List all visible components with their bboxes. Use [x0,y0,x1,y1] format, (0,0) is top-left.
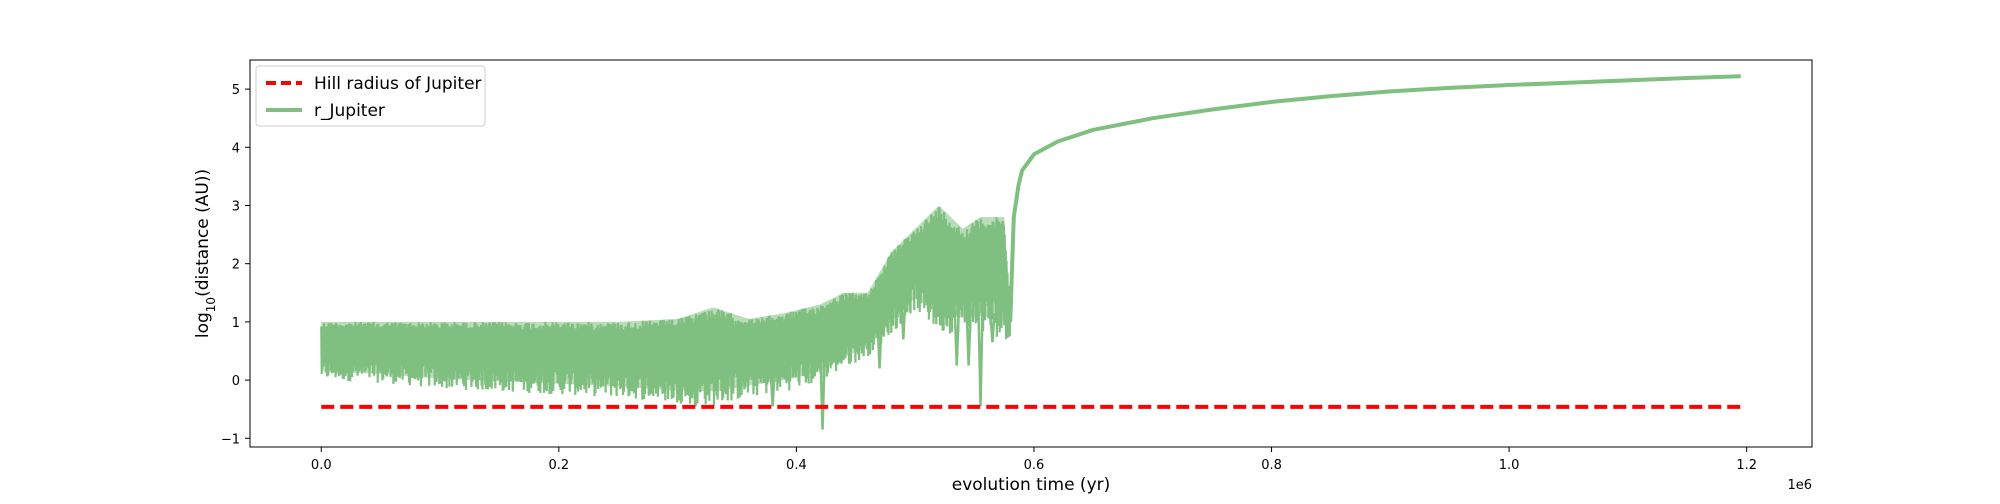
x-tick-label: 0.2 [548,458,569,473]
x-tick-label: 0.8 [1261,458,1282,473]
y-tick-label: 2 [232,258,240,273]
r-jupiter-dip [819,358,826,430]
r-jupiter-dip [977,310,984,407]
r-jupiter-dip [989,313,996,343]
r-jupiter-dip [769,370,776,407]
y-axis-label-subscript: 10 [204,297,218,312]
r-jupiter-dip [692,381,699,407]
plot-frame [249,59,1813,448]
y-tick-label: 0 [232,374,240,389]
r-jupiter-dip [953,310,961,366]
y-tick-label: 1 [232,316,240,331]
legend-frame [255,65,486,127]
legend-label-hill-radius: Hill radius of Jupiter [314,74,482,94]
y-axis: −1 0 1 2 3 4 5 [221,83,250,447]
y-tick-label: −1 [221,432,240,447]
x-tick-label: 0.4 [786,458,807,473]
r-jupiter-dip [965,310,972,366]
x-tick-label: 1.0 [1499,458,1520,473]
legend-label-r-jupiter: r_Jupiter [314,101,385,121]
x-tick-label: 0.0 [311,458,332,473]
plot-area [250,60,1812,447]
y-axis-label-main: log [193,312,213,338]
y-axis-label-rest: (distance (AU)) [193,169,213,297]
y-axis-label: log10(distance (AU)) [193,169,218,338]
x-tick-label: 0.6 [1024,458,1045,473]
y-tick-label: 5 [232,83,240,98]
y-tick-label: 3 [232,199,240,214]
x-axis: 0.0 0.2 0.4 0.6 0.8 1.0 1.2 [311,447,1757,473]
x-axis-label: evolution time (yr) [952,475,1111,495]
y-tick-label: 4 [232,141,240,156]
x-offset-label: 1e6 [1787,478,1812,493]
r-jupiter-band [321,205,1011,392]
r-jupiter-dip [900,298,907,340]
series-layer [320,74,1741,430]
r-jupiter-escape-curve [1008,74,1741,322]
x-tick-label: 1.2 [1736,458,1757,473]
legend: Hill radius of Jupiter r_Jupiter [255,65,486,127]
r-jupiter-dip [876,321,883,369]
